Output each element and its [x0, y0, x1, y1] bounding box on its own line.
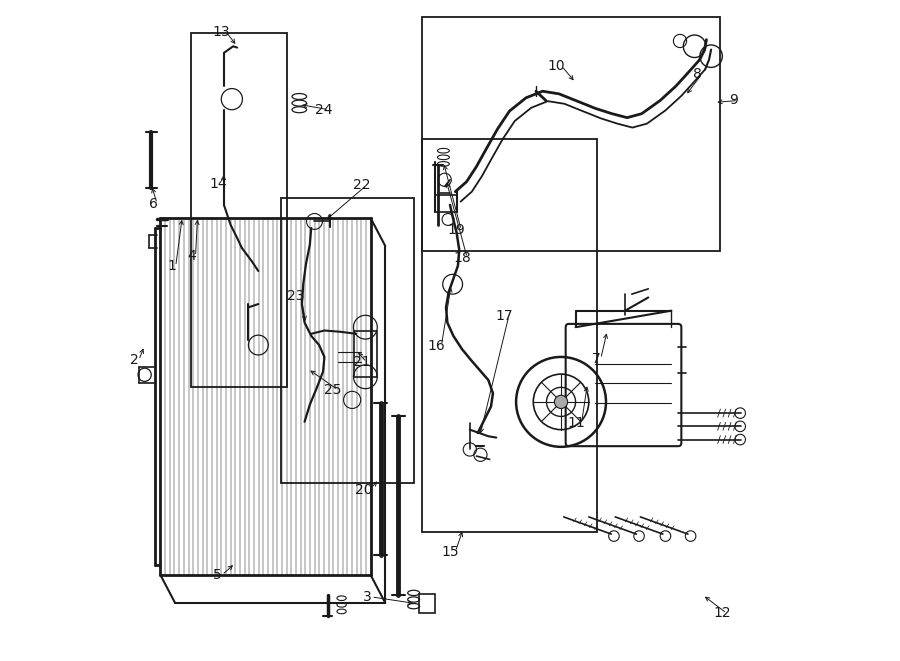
- Text: 17: 17: [495, 309, 513, 323]
- Text: 6: 6: [148, 196, 157, 211]
- Bar: [355, 330, 377, 377]
- Text: 24: 24: [315, 102, 333, 117]
- Text: 2: 2: [130, 353, 139, 368]
- Text: 18: 18: [454, 251, 471, 265]
- Bar: [422, 139, 598, 532]
- Text: 9: 9: [730, 93, 739, 108]
- Text: 4: 4: [187, 249, 195, 264]
- Text: 16: 16: [428, 338, 446, 353]
- Text: 13: 13: [212, 24, 230, 39]
- Text: 8: 8: [693, 67, 702, 81]
- Text: 3: 3: [363, 590, 372, 604]
- Text: 25: 25: [324, 383, 342, 397]
- Bar: [422, 17, 720, 251]
- Text: 22: 22: [353, 178, 370, 192]
- Circle shape: [554, 395, 568, 408]
- Text: 20: 20: [355, 483, 373, 498]
- Text: 5: 5: [213, 568, 222, 582]
- Text: 23: 23: [287, 289, 304, 303]
- Text: 15: 15: [441, 545, 459, 559]
- Text: 7: 7: [592, 352, 601, 366]
- Bar: [418, 594, 436, 613]
- Bar: [191, 33, 287, 387]
- Text: 10: 10: [548, 59, 565, 73]
- Text: 19: 19: [447, 223, 465, 237]
- Text: 12: 12: [713, 606, 731, 621]
- Bar: [282, 198, 414, 483]
- Text: 14: 14: [210, 176, 227, 191]
- Text: 1: 1: [167, 259, 176, 274]
- Text: 21: 21: [353, 355, 371, 369]
- Text: 11: 11: [568, 416, 585, 430]
